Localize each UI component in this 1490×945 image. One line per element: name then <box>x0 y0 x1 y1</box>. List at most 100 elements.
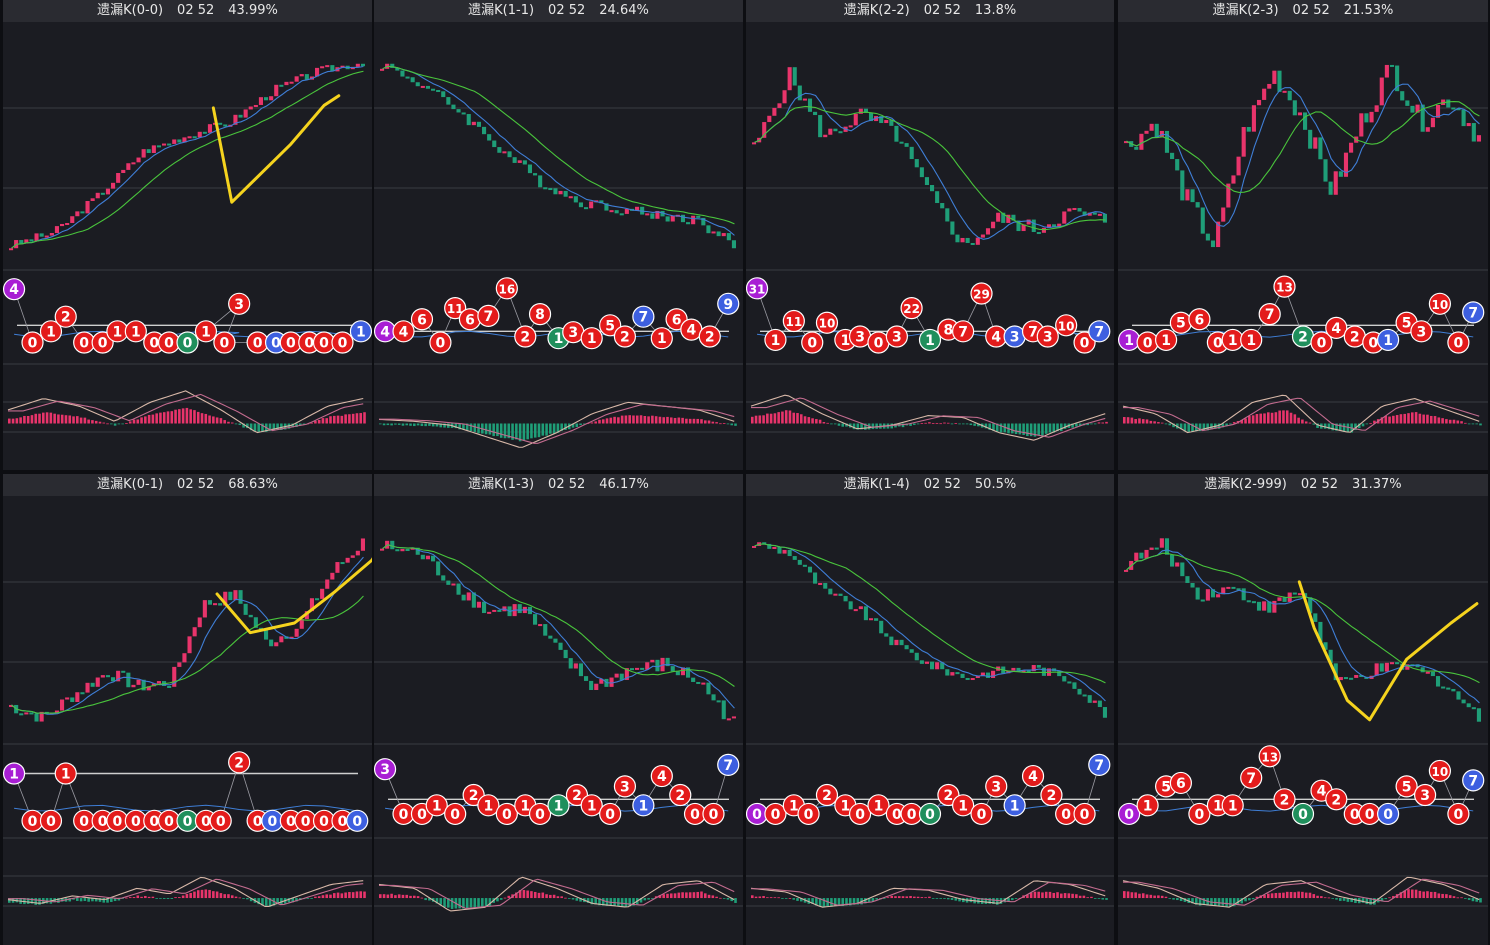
candle <box>1384 662 1389 672</box>
macd-bar <box>1052 892 1056 899</box>
ball-label: 13 <box>1261 750 1278 764</box>
macd-bar <box>94 898 98 902</box>
macd-bar <box>950 423 954 425</box>
macd-bar <box>344 414 347 424</box>
macd-bar <box>401 423 405 426</box>
candle <box>1097 213 1102 216</box>
macd-bar <box>30 898 34 904</box>
candle <box>863 606 868 621</box>
macd-bar <box>272 423 276 430</box>
candle <box>269 96 274 101</box>
candle <box>482 601 487 614</box>
candle <box>1256 601 1262 611</box>
ball-label: 3 <box>991 779 1001 795</box>
candle <box>39 711 44 722</box>
macd-bar <box>992 423 995 431</box>
macd-bar <box>799 414 803 424</box>
ball-label: 1 <box>587 798 597 814</box>
macd-bar <box>1433 416 1437 424</box>
candle <box>325 65 330 68</box>
ball-marker <box>1240 328 1263 352</box>
macd-bar <box>147 414 151 424</box>
ball-marker <box>1073 802 1096 826</box>
macd-bar <box>1304 892 1308 899</box>
macd-bar <box>522 423 526 441</box>
macd-bar <box>98 421 102 424</box>
macd-bar <box>651 415 654 424</box>
macd-bar <box>1078 895 1082 899</box>
macd-bar <box>980 898 984 904</box>
ma-slow-line <box>754 543 1106 684</box>
macd-bar <box>894 896 897 899</box>
candle <box>650 659 655 663</box>
candle <box>420 85 425 88</box>
candle <box>1451 107 1456 110</box>
candle <box>945 208 950 222</box>
ball-label: 1 <box>925 333 935 349</box>
candle <box>533 614 538 625</box>
candle <box>1328 649 1333 664</box>
macd-bar <box>1071 423 1074 428</box>
candle <box>553 188 558 195</box>
candle <box>787 67 792 91</box>
candle <box>629 668 634 671</box>
ball-label: 2 <box>822 788 832 804</box>
ball-marker <box>1169 771 1193 795</box>
macd-bar <box>1187 423 1191 432</box>
candle <box>100 192 105 195</box>
macd-bar <box>1221 423 1225 428</box>
candle <box>95 192 100 199</box>
candle <box>1410 105 1415 113</box>
macd-bar <box>841 898 845 907</box>
macd-bar <box>730 898 734 902</box>
macd-bar <box>363 412 366 424</box>
macd-bar <box>45 412 49 424</box>
candle <box>680 667 685 676</box>
ball-marker <box>477 794 500 817</box>
macd-bar <box>1433 891 1437 899</box>
ball-label: 0 <box>271 336 281 352</box>
panel-title: 遗漏K(1-3) 02 52 46.17% <box>374 474 743 496</box>
candle <box>965 677 970 680</box>
macd-bar <box>962 898 965 903</box>
macd-bar <box>1342 423 1346 432</box>
macd-bar <box>560 896 563 899</box>
candle <box>507 151 512 158</box>
candle <box>1267 83 1272 89</box>
candle <box>284 81 289 86</box>
macd-bar <box>204 413 208 424</box>
macd-bar <box>499 898 503 900</box>
candle <box>924 177 929 186</box>
macd-bar <box>1093 898 1097 899</box>
macd-bar <box>526 423 529 440</box>
macd-bar <box>571 423 575 428</box>
candle <box>415 82 420 87</box>
ball-marker <box>1055 314 1078 337</box>
candle <box>1221 207 1226 222</box>
candle <box>1102 213 1107 223</box>
ball-label: 7 <box>1094 324 1104 340</box>
candle <box>899 141 904 144</box>
candle <box>1415 664 1420 668</box>
ball-label: 1 <box>520 798 530 814</box>
macd-bar <box>249 898 253 902</box>
candle <box>1026 670 1031 673</box>
macd-bar <box>155 898 158 899</box>
macd-bar <box>1041 423 1044 436</box>
macd-bar <box>1373 420 1376 424</box>
candle <box>355 63 360 67</box>
panel-title: 遗漏K(2-2) 02 52 13.8% <box>746 0 1114 22</box>
ball-marker <box>444 297 467 320</box>
candle <box>930 185 935 192</box>
candle <box>1338 677 1343 681</box>
panel-title-title: 遗漏K(1-4) <box>843 477 910 492</box>
macd-bar <box>769 413 773 424</box>
candle <box>1006 214 1011 223</box>
candle <box>294 76 299 82</box>
candle <box>1210 589 1216 598</box>
candle <box>1282 597 1287 602</box>
ball-label: 1 <box>1383 333 1393 349</box>
macd-bar <box>1060 423 1063 431</box>
macd-bar <box>1270 412 1274 424</box>
macd-bar <box>518 890 522 899</box>
